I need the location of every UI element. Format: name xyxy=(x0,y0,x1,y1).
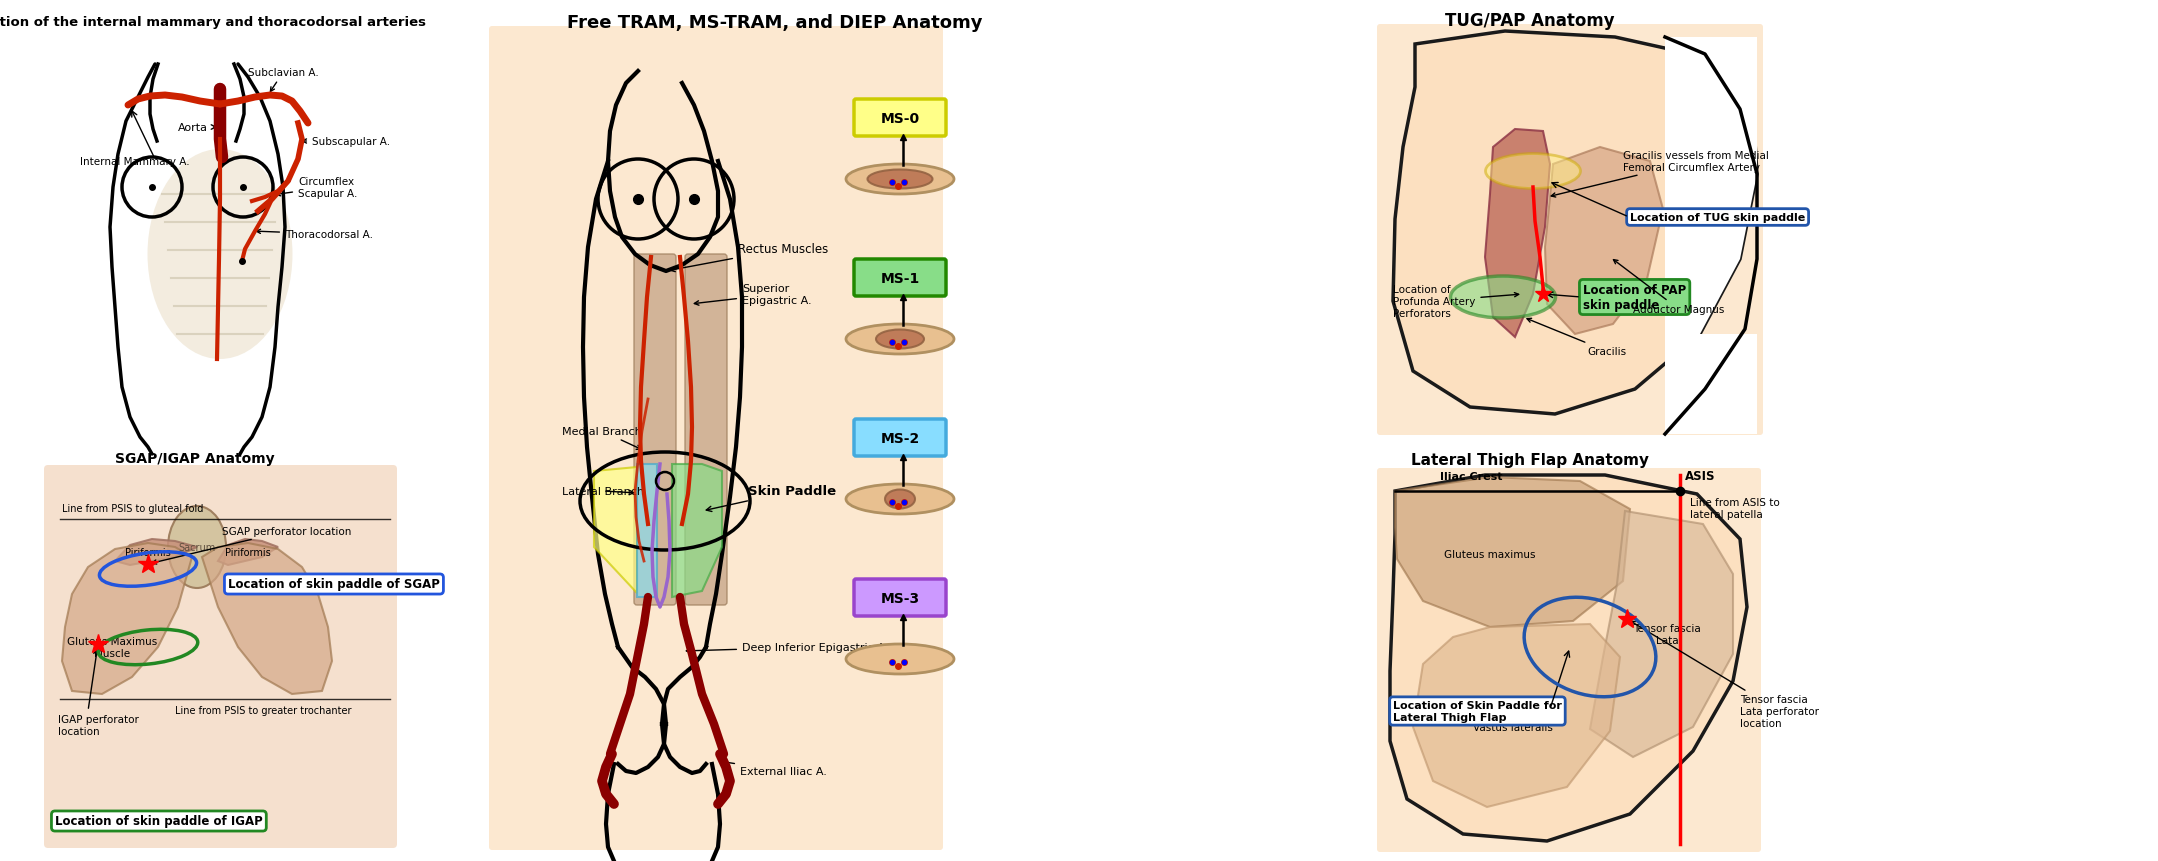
FancyBboxPatch shape xyxy=(490,27,943,850)
FancyBboxPatch shape xyxy=(43,466,397,848)
Text: Aorta: Aorta xyxy=(177,123,216,133)
Polygon shape xyxy=(1545,148,1664,335)
FancyBboxPatch shape xyxy=(634,255,675,605)
Text: Location of TUG skin paddle: Location of TUG skin paddle xyxy=(1629,213,1806,223)
Text: Circumflex
Scapular A.: Circumflex Scapular A. xyxy=(276,177,358,199)
Text: Line from PSIS to greater trochanter: Line from PSIS to greater trochanter xyxy=(175,705,352,715)
Text: Iliac Crest: Iliac Crest xyxy=(1439,472,1502,481)
Text: Gracilis vessels from Medial
Femoral Circumflex Artery: Gracilis vessels from Medial Femoral Cir… xyxy=(1552,151,1770,198)
Text: Lateral Thigh Flap Anatomy: Lateral Thigh Flap Anatomy xyxy=(1411,453,1649,468)
Polygon shape xyxy=(218,539,278,566)
Text: Sacrum: Sacrum xyxy=(179,542,216,553)
Text: MS-3: MS-3 xyxy=(880,592,919,605)
Text: Piriformis: Piriformis xyxy=(224,548,272,557)
Polygon shape xyxy=(1590,511,1733,757)
Text: Location of skin paddle of SGAP: Location of skin paddle of SGAP xyxy=(229,578,440,591)
Text: Subscapular A.: Subscapular A. xyxy=(302,137,391,147)
Polygon shape xyxy=(114,539,196,566)
FancyBboxPatch shape xyxy=(1377,25,1763,436)
Polygon shape xyxy=(63,543,192,694)
FancyBboxPatch shape xyxy=(855,579,945,616)
Ellipse shape xyxy=(846,485,954,514)
Text: External Iliac A.: External Iliac A. xyxy=(723,760,827,776)
Text: MS-1: MS-1 xyxy=(880,272,919,286)
FancyBboxPatch shape xyxy=(855,419,945,456)
Polygon shape xyxy=(1413,624,1621,807)
Ellipse shape xyxy=(846,164,954,195)
Text: Tensor fascia
Lata perforator
location: Tensor fascia Lata perforator location xyxy=(1631,622,1819,728)
FancyBboxPatch shape xyxy=(684,255,727,605)
Text: Gracilis: Gracilis xyxy=(1528,319,1627,356)
Text: Internal Mammary A.: Internal Mammary A. xyxy=(80,157,190,167)
Text: Piriformis: Piriformis xyxy=(125,548,170,557)
Ellipse shape xyxy=(168,506,227,588)
Text: Deep Inferior Epigastric A.: Deep Inferior Epigastric A. xyxy=(686,642,889,653)
Text: SGAP/IGAP Anatomy: SGAP/IGAP Anatomy xyxy=(114,451,274,466)
Text: Subclavian A.: Subclavian A. xyxy=(248,68,319,92)
Ellipse shape xyxy=(1450,276,1556,319)
Ellipse shape xyxy=(1485,154,1580,189)
Ellipse shape xyxy=(846,644,954,674)
Text: Location of skin paddle of IGAP: Location of skin paddle of IGAP xyxy=(54,815,263,827)
Ellipse shape xyxy=(846,325,954,355)
Text: TUG/PAP Anatomy: TUG/PAP Anatomy xyxy=(1446,12,1614,30)
FancyBboxPatch shape xyxy=(1377,468,1761,852)
Text: Location of Skin Paddle for
Lateral Thigh Flap: Location of Skin Paddle for Lateral Thig… xyxy=(1394,700,1562,722)
Text: MS-0: MS-0 xyxy=(880,112,919,126)
Polygon shape xyxy=(1485,130,1549,338)
Polygon shape xyxy=(1394,32,1757,414)
Polygon shape xyxy=(637,464,656,598)
Polygon shape xyxy=(1394,478,1629,628)
FancyBboxPatch shape xyxy=(855,100,945,137)
Ellipse shape xyxy=(868,170,932,189)
Text: Line from ASIS to
lateral patella: Line from ASIS to lateral patella xyxy=(1690,498,1780,519)
Text: Lateral Branch: Lateral Branch xyxy=(561,486,643,497)
Text: Vastus lateralis: Vastus lateralis xyxy=(1474,722,1554,732)
Text: Location of PAP
skin paddle: Location of PAP skin paddle xyxy=(1584,283,1685,312)
Text: Adductor Magnus: Adductor Magnus xyxy=(1614,260,1724,314)
Text: Medial Branch: Medial Branch xyxy=(561,426,641,449)
Text: Rectus Muscles: Rectus Muscles xyxy=(671,243,829,272)
Text: Gluteus Maximus
Muscle: Gluteus Maximus Muscle xyxy=(67,636,158,658)
Text: MS-2: MS-2 xyxy=(880,431,919,445)
Polygon shape xyxy=(671,464,723,598)
FancyBboxPatch shape xyxy=(855,260,945,297)
Text: Skin Paddle: Skin Paddle xyxy=(706,485,835,512)
Polygon shape xyxy=(1390,475,1748,841)
Text: Location of the internal mammary and thoracodorsal arteries: Location of the internal mammary and tho… xyxy=(0,16,425,29)
Text: Superior
Epigastric A.: Superior Epigastric A. xyxy=(695,284,811,306)
Ellipse shape xyxy=(147,150,293,360)
Text: Location of
Profunda Artery
Perforators: Location of Profunda Artery Perforators xyxy=(1394,285,1519,319)
Polygon shape xyxy=(593,468,637,593)
Text: IGAP perforator
location: IGAP perforator location xyxy=(58,714,138,736)
Ellipse shape xyxy=(885,490,915,509)
Ellipse shape xyxy=(876,330,924,349)
Polygon shape xyxy=(203,543,332,694)
Text: Free TRAM, MS-TRAM, and DIEP Anatomy: Free TRAM, MS-TRAM, and DIEP Anatomy xyxy=(568,14,982,32)
Text: ASIS: ASIS xyxy=(1685,469,1716,482)
Text: SGAP perforator location: SGAP perforator location xyxy=(153,526,352,565)
Text: Gluteus maximus: Gluteus maximus xyxy=(1444,549,1536,560)
Text: Thoracodorsal A.: Thoracodorsal A. xyxy=(257,230,373,239)
Text: Tensor fascia
Lata: Tensor fascia Lata xyxy=(1634,623,1701,645)
Polygon shape xyxy=(1666,38,1757,435)
Text: Line from PSIS to gluteal fold: Line from PSIS to gluteal fold xyxy=(63,504,203,513)
